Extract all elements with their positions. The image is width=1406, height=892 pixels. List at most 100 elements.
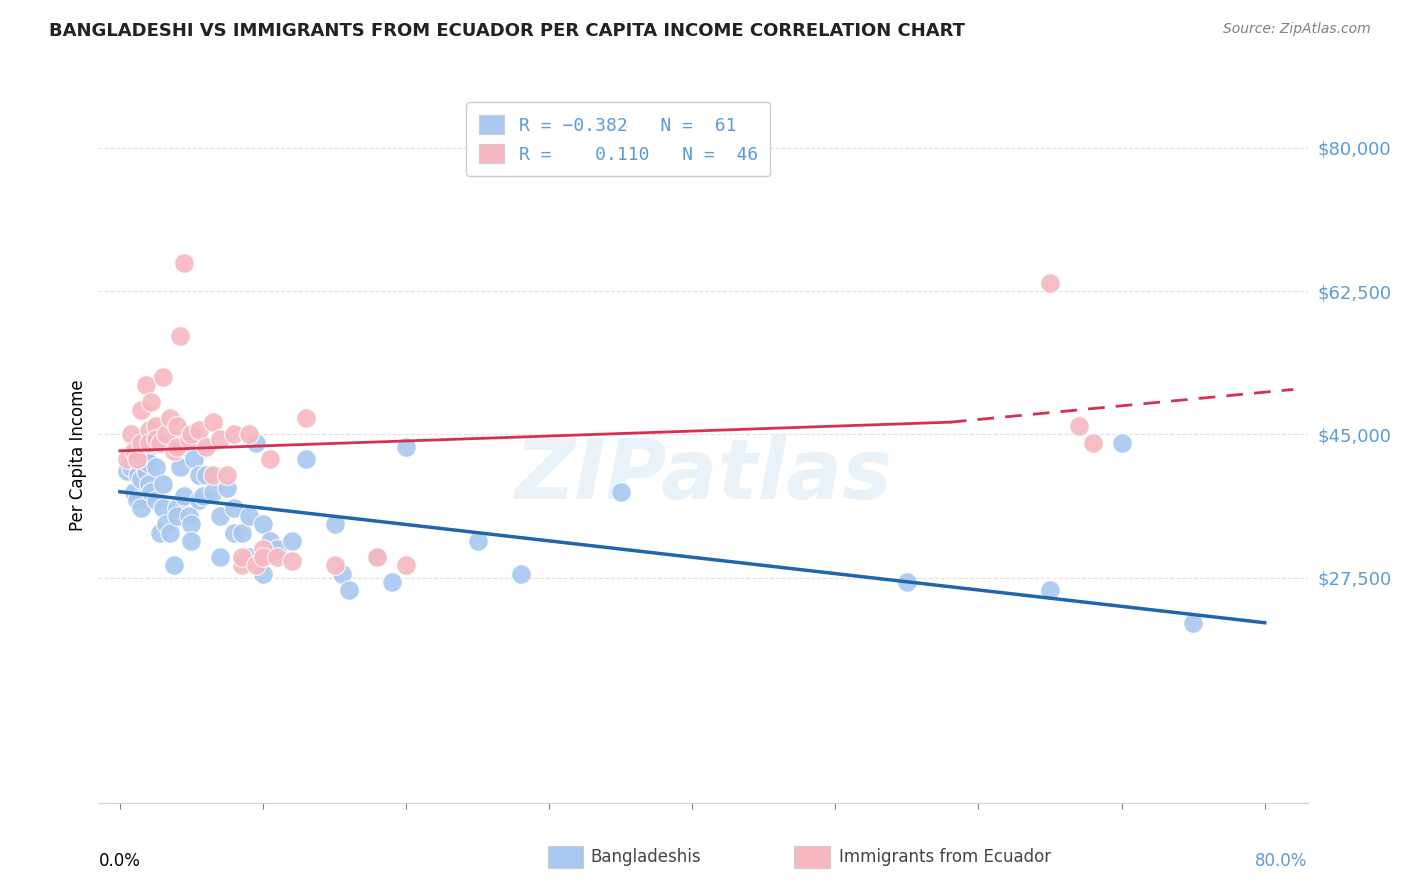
Point — [224, 525, 246, 540]
Point — [280, 533, 302, 548]
Point — [180, 427, 202, 442]
Point — [209, 509, 232, 524]
Point — [125, 492, 148, 507]
Point — [120, 460, 142, 475]
Text: 0.0%: 0.0% — [98, 852, 141, 870]
Point — [173, 440, 195, 454]
Point — [395, 558, 418, 573]
Point — [245, 435, 267, 450]
Point — [238, 509, 260, 524]
Point — [201, 415, 224, 429]
Point — [366, 550, 388, 565]
Point — [191, 489, 214, 503]
Point — [201, 484, 224, 499]
Point — [245, 558, 267, 573]
Point — [1039, 582, 1062, 597]
Point — [252, 542, 274, 557]
Point — [238, 427, 260, 442]
Point — [467, 533, 489, 548]
Point — [125, 452, 148, 467]
Point — [509, 566, 531, 581]
Point — [145, 432, 167, 446]
Point — [381, 574, 404, 589]
Point — [155, 517, 177, 532]
Point — [295, 452, 318, 467]
Point — [323, 558, 346, 573]
Point — [163, 443, 186, 458]
Point — [169, 329, 191, 343]
Point — [166, 440, 188, 454]
Point — [127, 468, 149, 483]
Point — [159, 411, 181, 425]
Point — [252, 517, 274, 532]
Point — [135, 378, 157, 392]
Point — [187, 492, 209, 507]
Point — [145, 492, 167, 507]
Point — [180, 533, 202, 548]
Point — [138, 456, 160, 470]
Point — [609, 484, 631, 499]
Point — [201, 468, 224, 483]
Point — [152, 370, 174, 384]
Point — [266, 550, 288, 565]
Point — [395, 440, 418, 454]
Point — [155, 427, 177, 442]
Point — [152, 476, 174, 491]
Point — [337, 582, 360, 597]
Point — [145, 460, 167, 475]
Point — [152, 501, 174, 516]
Point — [138, 476, 160, 491]
Point — [259, 452, 281, 467]
Point — [149, 435, 172, 450]
Point — [115, 464, 138, 478]
Text: BANGLADESHI VS IMMIGRANTS FROM ECUADOR PER CAPITA INCOME CORRELATION CHART: BANGLADESHI VS IMMIGRANTS FROM ECUADOR P… — [49, 22, 965, 40]
Point — [120, 427, 142, 442]
Point — [141, 394, 163, 409]
Point — [131, 473, 153, 487]
Point — [145, 419, 167, 434]
Point — [1111, 435, 1133, 450]
Point — [169, 460, 191, 475]
Point — [122, 443, 145, 458]
Text: ZIPatlas: ZIPatlas — [515, 435, 891, 516]
Point — [115, 452, 138, 467]
Point — [141, 484, 163, 499]
Point — [323, 517, 346, 532]
Point — [231, 550, 253, 565]
Point — [149, 525, 172, 540]
Point — [138, 435, 160, 450]
Point — [163, 558, 186, 573]
Point — [135, 464, 157, 478]
Point — [166, 419, 188, 434]
Point — [194, 440, 217, 454]
Point — [295, 411, 318, 425]
Point — [1081, 435, 1104, 450]
Point — [224, 427, 246, 442]
Point — [280, 554, 302, 568]
Text: 80.0%: 80.0% — [1256, 852, 1308, 870]
Point — [231, 558, 253, 573]
Point — [183, 452, 205, 467]
Point — [159, 525, 181, 540]
Y-axis label: Per Capita Income: Per Capita Income — [69, 379, 87, 531]
Point — [138, 423, 160, 437]
Point — [231, 525, 253, 540]
Point — [166, 509, 188, 524]
Point — [366, 550, 388, 565]
Point — [177, 509, 200, 524]
Text: Source: ZipAtlas.com: Source: ZipAtlas.com — [1223, 22, 1371, 37]
Point — [180, 517, 202, 532]
Point — [209, 550, 232, 565]
Point — [131, 435, 153, 450]
Point — [252, 550, 274, 565]
Point — [209, 432, 232, 446]
Point — [173, 489, 195, 503]
Point — [224, 501, 246, 516]
Legend: R = −0.382   N =  61, R =    0.110   N =  46: R = −0.382 N = 61, R = 0.110 N = 46 — [467, 103, 770, 177]
Point — [217, 481, 239, 495]
Point — [238, 550, 260, 565]
Point — [896, 574, 918, 589]
Point — [1039, 276, 1062, 290]
Point — [1182, 615, 1205, 630]
Point — [194, 468, 217, 483]
